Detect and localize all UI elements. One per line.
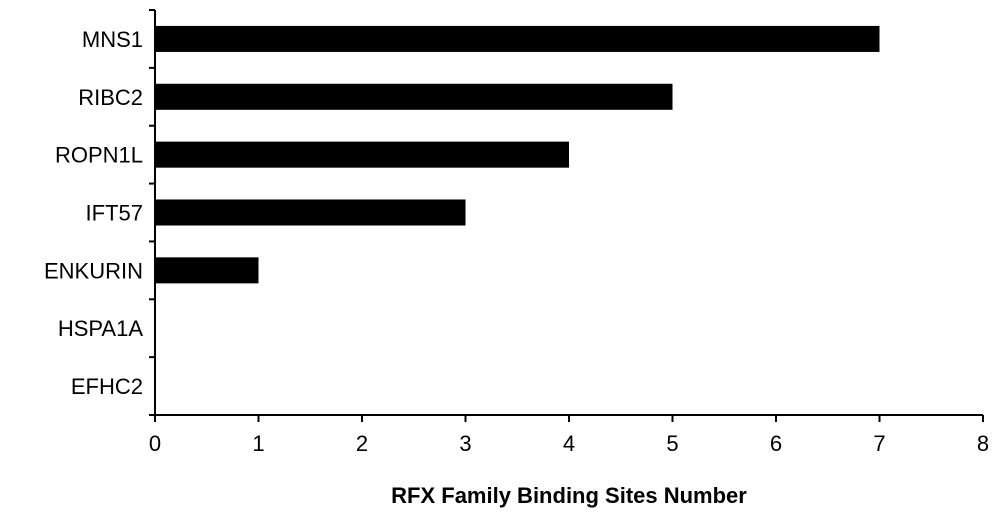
category-label-ropn1l: ROPN1L <box>55 143 143 168</box>
x-tick-label-3: 3 <box>459 431 471 456</box>
category-label-ift57: IFT57 <box>86 201 143 226</box>
x-tick-label-5: 5 <box>666 431 678 456</box>
x-tick-label-7: 7 <box>873 431 885 456</box>
x-tick-label-0: 0 <box>149 431 161 456</box>
x-tick-label-4: 4 <box>563 431 575 456</box>
x-tick-label-2: 2 <box>356 431 368 456</box>
bar-ift57 <box>155 199 466 226</box>
x-axis-title: RFX Family Binding Sites Number <box>391 483 747 508</box>
category-label-hspa1a: HSPA1A <box>58 316 144 341</box>
category-labels-group: MNS1 RIBC2 ROPN1L IFT57 ENKURIN HSPA1A EFHC2 <box>44 27 143 399</box>
x-tick-labels-group: 0 1 2 3 4 5 6 7 8 <box>149 431 989 456</box>
bar-mns1 <box>155 25 880 52</box>
category-label-mns1: MNS1 <box>82 27 143 52</box>
category-label-ribc2: RIBC2 <box>78 85 143 110</box>
x-tick-label-1: 1 <box>252 431 264 456</box>
x-tick-label-8: 8 <box>977 431 989 456</box>
x-ticks-group <box>154 415 984 422</box>
category-label-efhc2: EFHC2 <box>71 374 143 399</box>
bar-ribc2 <box>155 83 673 110</box>
category-label-enkurin: ENKURIN <box>44 258 143 283</box>
x-tick-label-6: 6 <box>770 431 782 456</box>
bar-ropn1l <box>155 141 569 168</box>
bar-enkurin <box>155 257 259 284</box>
bars-group <box>155 25 880 284</box>
